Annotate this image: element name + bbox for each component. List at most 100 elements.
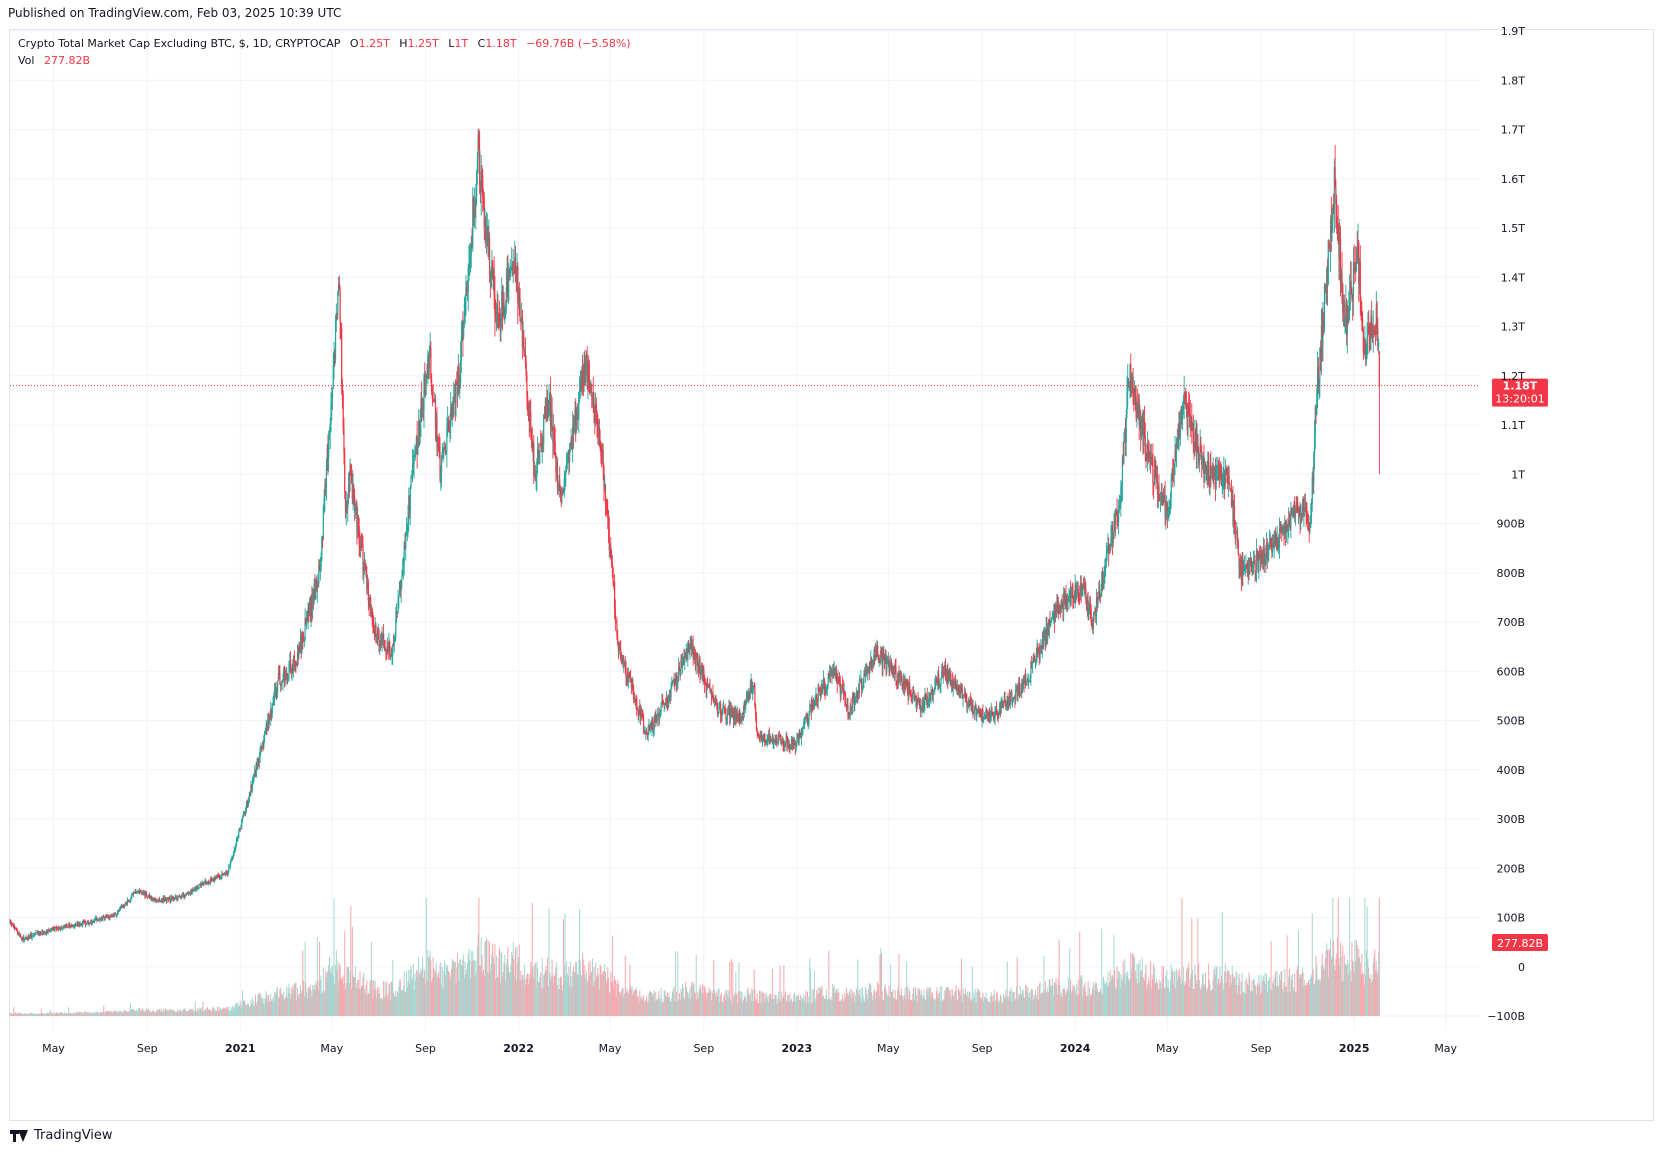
candle-body: [866, 669, 868, 673]
candle-body: [427, 356, 429, 378]
candle-body: [771, 738, 773, 742]
volume-bar: [1375, 970, 1377, 1016]
candle-body: [1119, 504, 1121, 506]
candle-body: [607, 515, 610, 530]
candle-body: [524, 352, 527, 363]
volume-bar: [746, 1002, 748, 1016]
candle-body: [432, 398, 434, 400]
volume-bar: [133, 1009, 135, 1016]
candle-body: [187, 892, 190, 894]
volume-bar: [891, 992, 893, 1016]
candle-body: [129, 899, 132, 901]
volume-bar: [46, 1012, 48, 1016]
volume-bar: [540, 972, 542, 1016]
candle-body: [248, 792, 251, 801]
volume-bar: [1164, 987, 1166, 1016]
candle-body: [836, 680, 838, 685]
candle-body: [1213, 467, 1215, 477]
volume-bar: [540, 989, 542, 1016]
candle-body: [83, 921, 85, 923]
candle-body: [582, 379, 584, 385]
candle-body: [125, 903, 127, 905]
volume-bar: [342, 984, 344, 1016]
candle-body: [252, 777, 254, 781]
volume-bar: [1121, 980, 1123, 1016]
volume-bar: [161, 1010, 163, 1016]
volume-bar: [908, 988, 910, 1016]
volume-bar: [572, 970, 574, 1016]
candle-body: [511, 268, 514, 271]
volume-bar: [1027, 987, 1029, 1016]
candle-body: [402, 563, 405, 571]
candle-body: [1066, 604, 1068, 610]
candle-body: [1002, 702, 1005, 707]
volume-bar: [1202, 973, 1204, 1016]
candle-body: [782, 738, 784, 745]
volume-bar: [344, 989, 346, 1016]
volume-bar: [1082, 996, 1084, 1016]
volume-bar: [216, 1006, 218, 1016]
volume-bar: [1291, 974, 1293, 1016]
volume-bar: [945, 987, 947, 1016]
candle-body: [819, 691, 822, 696]
volume-bar: [901, 996, 903, 1016]
candle-body: [1028, 681, 1030, 683]
volume-bar: [594, 981, 596, 1016]
volume-bar: [117, 1011, 119, 1016]
volume-bar: [579, 908, 581, 1016]
volume-bar: [305, 983, 307, 1016]
volume-bar: [1232, 973, 1234, 1016]
volume-bar: [356, 987, 358, 1016]
candle-body: [663, 703, 665, 705]
volume-bar: [386, 999, 388, 1016]
candle-body: [933, 689, 935, 691]
volume-bar: [950, 989, 952, 1016]
volume-bar: [1263, 981, 1265, 1016]
candle-body: [1195, 431, 1197, 436]
volume-bar: [1034, 989, 1036, 1016]
candle-body: [1188, 407, 1191, 415]
volume-bar: [1377, 974, 1379, 1016]
volume-bar: [242, 1000, 244, 1016]
candle-body: [1201, 451, 1203, 466]
candle-body: [963, 692, 966, 696]
volume-bar: [395, 990, 397, 1016]
volume-bar: [1363, 984, 1365, 1016]
volume-bar: [631, 986, 633, 1016]
candle-body: [1053, 610, 1056, 623]
volume-bar: [168, 1010, 170, 1016]
candle-body: [421, 406, 424, 408]
volume-bar: [189, 1009, 191, 1016]
candle-body: [664, 702, 666, 704]
volume-bar: [303, 980, 305, 1016]
candle-body: [1069, 590, 1072, 597]
candle-body: [983, 717, 985, 720]
candle-body: [363, 563, 366, 565]
volume-bar: [127, 1012, 129, 1016]
volume-bar: [1117, 978, 1119, 1016]
candle-body: [718, 708, 720, 713]
candle-body: [1151, 456, 1153, 459]
candle-body: [539, 443, 541, 454]
candle-body: [493, 270, 495, 296]
volume-bar: [1134, 970, 1136, 1016]
candle-body: [177, 896, 180, 897]
candle-body: [1154, 469, 1156, 474]
volume-bar: [56, 1012, 58, 1016]
volume-bar: [1284, 968, 1286, 1016]
candle-body: [925, 695, 928, 700]
volume-bar: [451, 959, 453, 1016]
candle-body: [1017, 690, 1019, 695]
volume-bar: [69, 1013, 71, 1016]
candle-body: [1172, 472, 1175, 474]
volume-bar: [1225, 983, 1227, 1016]
candle-body: [1089, 603, 1091, 612]
candle-body: [413, 455, 415, 465]
candle-body: [790, 745, 792, 749]
candle-body: [1063, 592, 1066, 601]
volume-bar: [183, 1008, 185, 1016]
volume-bar: [766, 998, 768, 1016]
volume-bar: [1195, 974, 1197, 1016]
volume-bar: [1274, 976, 1276, 1016]
